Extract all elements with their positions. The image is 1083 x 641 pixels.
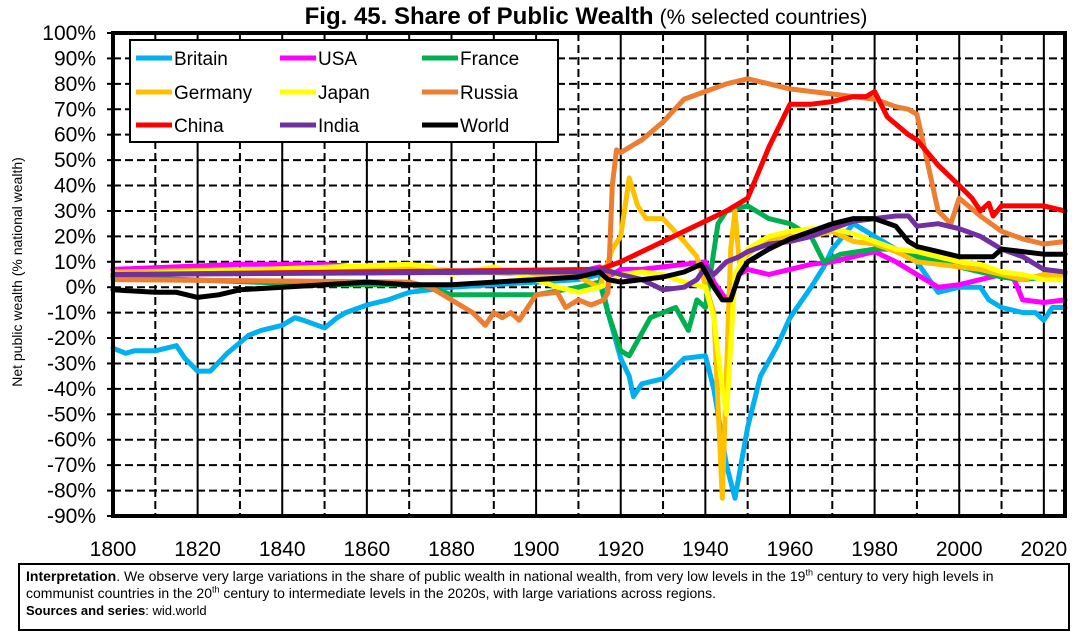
x-tick-label: 2000: [936, 538, 983, 560]
line-chart: Fig. 45. Share of Public Wealth (% select…: [9, 3, 1068, 560]
x-tick-label: 1940: [682, 538, 729, 560]
legend-label-india: India: [318, 116, 360, 137]
plot-frame: [111, 31, 1067, 518]
chart-title-main: Fig. 45. Share of Public Wealth: [305, 3, 654, 30]
y-tick-label: -80%: [47, 480, 96, 503]
legend-label-russia: Russia: [460, 83, 519, 104]
x-tick-labels: 1800 1820 1840 1860 1880 1900 1920 1940 1960 1980…: [90, 538, 1068, 560]
y-tick-label: -50%: [47, 403, 96, 426]
grid: [113, 33, 1065, 516]
note-sup-1: th: [805, 567, 813, 578]
y-tick-label: 20%: [54, 225, 96, 248]
legend: Britain USA France Germany Japan Russia China I…: [129, 39, 559, 143]
y-tick-label: 30%: [54, 200, 96, 223]
y-tick-label: 50%: [54, 149, 96, 172]
interpretation-text: Interpretation. We observe very large va…: [26, 568, 1062, 602]
y-tick-label: 40%: [54, 175, 96, 198]
sources-label: Sources and series: [26, 603, 146, 618]
legend-box: [129, 39, 559, 143]
sources-value: : wid.world: [145, 603, 207, 618]
y-tick-label: 0%: [66, 276, 96, 299]
series-line-world: [110, 216, 1068, 303]
series-line-japan: [110, 226, 1068, 417]
x-tick-label: 1860: [344, 538, 391, 560]
x-tick-label: 1820: [174, 538, 221, 560]
note-sup-2: th: [211, 584, 220, 595]
series-line-india: [110, 213, 1068, 293]
x-tick-label: 1980: [851, 538, 898, 560]
legend-label-britain: Britain: [174, 49, 228, 70]
legend-label-china: China: [174, 116, 224, 137]
legend-label-germany: Germany: [174, 83, 253, 104]
y-tick-label: 90%: [54, 47, 96, 70]
y-tick-label: -70%: [47, 454, 96, 477]
y-tick-label: 80%: [54, 73, 96, 96]
sources-line: Sources and series: wid.world: [26, 602, 1062, 619]
y-tick-labels: 100%90% 80%70% 60%50% 40%30%20% 10%0% -10%-20…: [42, 22, 113, 528]
y-axis-label: Net public wealth (% national wealth): [9, 157, 25, 387]
note-text-3: century to intermediate levels in the 20…: [219, 585, 716, 601]
legend-label-france: France: [460, 49, 519, 70]
x-tick-label: 1840: [259, 538, 306, 560]
y-tick-label: 100%: [42, 22, 96, 45]
y-tick-label: 10%: [54, 251, 96, 274]
chart-subtitle: (% selected countries): [660, 6, 868, 29]
interpretation-note: Interpretation. We observe very large va…: [18, 563, 1070, 631]
x-tick-label: 1880: [428, 538, 475, 560]
y-tick-label: -10%: [47, 302, 96, 325]
x-tick-label: 2020: [1020, 538, 1067, 560]
x-tick-label: 1960: [767, 538, 814, 560]
y-tick-label: -90%: [47, 505, 96, 528]
y-tick-label: -60%: [47, 429, 96, 452]
series-lines: [110, 76, 1068, 501]
y-tick-label: -20%: [47, 327, 96, 350]
series-line-china: [110, 89, 1068, 277]
x-tick-label: 1800: [90, 538, 137, 560]
y-tick-label: -30%: [47, 352, 96, 375]
legend-label-usa: USA: [318, 49, 357, 70]
y-tick-label: 70%: [54, 98, 96, 121]
series-line-germany: [110, 175, 1068, 501]
note-text-1: . We observe very large variations in th…: [116, 568, 806, 584]
interpretation-label: Interpretation: [26, 568, 117, 584]
legend-label-world: World: [460, 116, 509, 137]
series-line-russia: [110, 76, 1068, 328]
x-tick-label: 1920: [597, 538, 644, 560]
y-tick-label: -40%: [47, 378, 96, 401]
series-line-britain: [110, 221, 1068, 501]
note-text-2: century to very high levels in communist…: [26, 568, 994, 601]
x-tick-label: 1900: [513, 538, 560, 560]
legend-label-japan: Japan: [318, 83, 370, 104]
y-tick-label: 60%: [54, 124, 96, 147]
chart-title: Fig. 45. Share of Public Wealth (% select…: [305, 3, 868, 30]
